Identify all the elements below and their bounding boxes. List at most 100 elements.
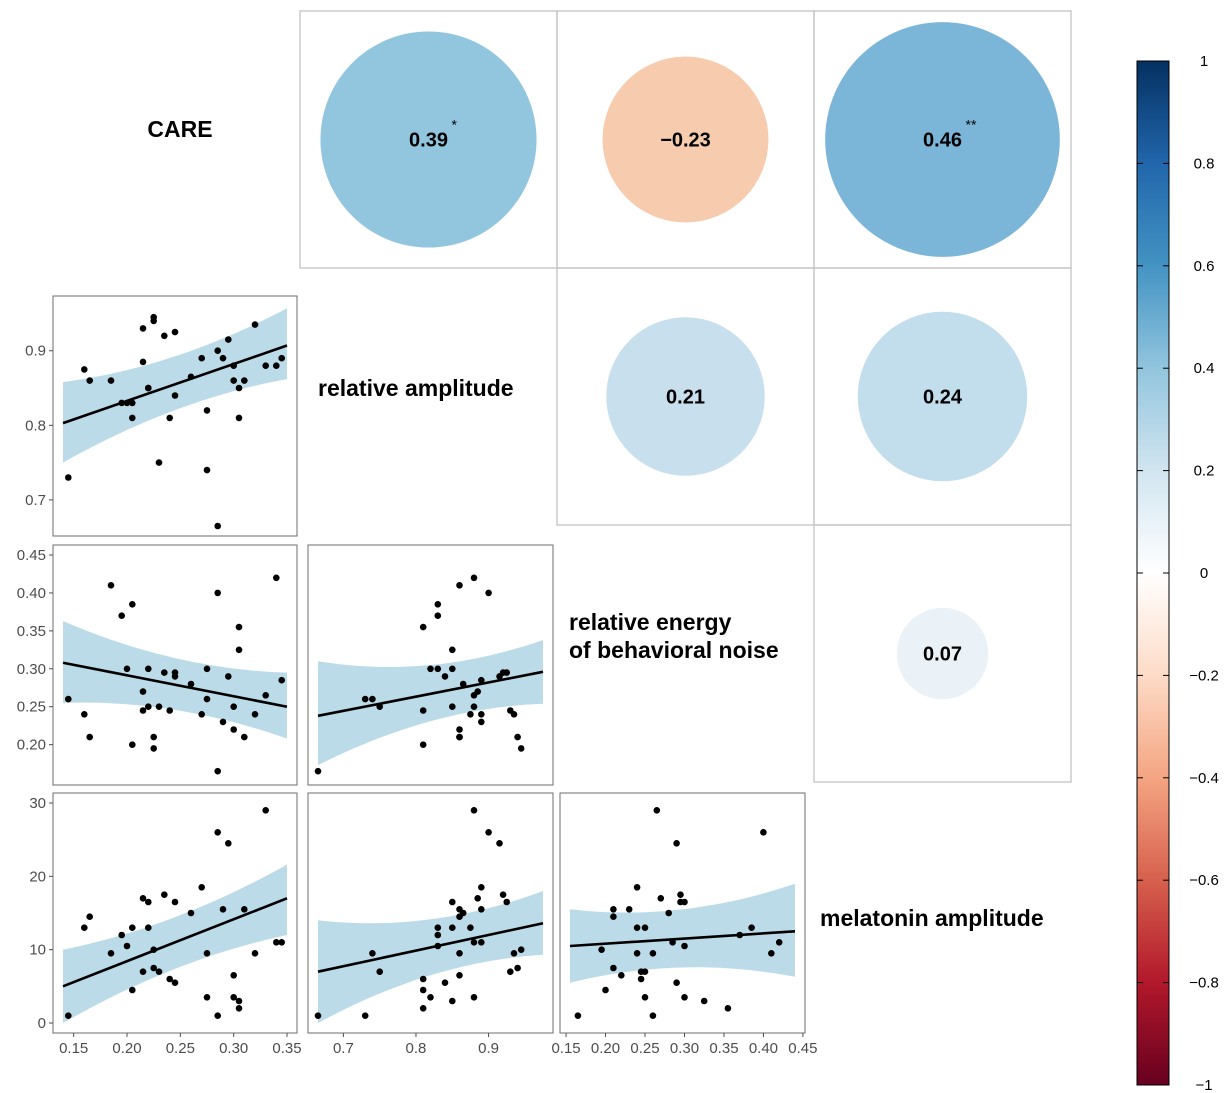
data-point <box>139 968 147 975</box>
data-point <box>155 459 163 466</box>
y-tick-label: 0.9 <box>25 343 46 360</box>
data-point <box>496 840 503 847</box>
data-point <box>219 354 227 362</box>
data-point <box>81 711 88 718</box>
y-tick-label: 0.7 <box>25 492 46 509</box>
scatter-panel: 0.7 0.8 0.9 <box>25 295 298 537</box>
data-point <box>65 695 72 703</box>
correlation-cell: 0.21 <box>556 267 815 526</box>
correlation-circle <box>896 607 989 700</box>
data-point <box>456 913 463 920</box>
panel-plot-area <box>314 574 544 775</box>
variable-label: relative energy of behavioral noise <box>569 609 779 663</box>
correlation-value: 0.07 <box>923 644 962 666</box>
data-point <box>203 466 211 474</box>
significance-stars: * <box>452 117 458 133</box>
y-tick-label: 0.30 <box>17 661 46 678</box>
data-point <box>470 807 478 814</box>
confidence-band <box>570 883 795 983</box>
data-point <box>219 718 227 726</box>
data-point <box>251 321 259 328</box>
data-point <box>278 676 286 684</box>
data-point <box>434 601 442 608</box>
data-point <box>118 612 125 619</box>
panel-border <box>307 792 554 1034</box>
panel-border <box>307 544 554 786</box>
y-tick-label: 0.35 <box>17 623 46 640</box>
data-point <box>434 612 442 619</box>
data-point <box>449 997 456 1005</box>
correlation-value: −0.23 <box>660 130 711 152</box>
data-point <box>123 942 131 950</box>
panel-border <box>52 295 298 537</box>
data-point <box>456 726 463 733</box>
correlation-circle <box>825 22 1060 257</box>
panel-border <box>52 544 298 786</box>
data-point <box>129 741 136 748</box>
data-point <box>166 975 173 983</box>
colorbar-tick-label: 0.4 <box>1194 360 1215 377</box>
data-point <box>273 362 280 370</box>
data-point <box>748 924 755 931</box>
x-tick-label: 0.40 <box>749 1040 778 1057</box>
data-point <box>376 968 384 975</box>
data-point <box>478 711 485 718</box>
colorbar-tick-label: −0.6 <box>1189 872 1219 889</box>
panel-border <box>52 792 298 1034</box>
variable-label-line: of behavioral noise <box>569 637 779 663</box>
x-tick-label: 0.15 <box>59 1040 88 1057</box>
colorbar-tick-label: −1 <box>1195 1077 1212 1093</box>
data-point <box>449 898 456 906</box>
data-point <box>171 392 179 399</box>
data-point <box>314 767 322 775</box>
data-point <box>456 972 463 979</box>
y-tick-label: 0.45 <box>17 547 46 564</box>
data-point <box>86 913 93 920</box>
data-point <box>419 623 427 631</box>
scatter-panel: 0 10 20 30 0.15 0.20 0.25 0.30 0.35 <box>29 792 302 1057</box>
data-point <box>434 931 442 939</box>
data-point <box>618 972 625 979</box>
data-point <box>235 646 243 654</box>
data-point <box>598 946 605 953</box>
variable-label-line: melatonin amplitude <box>820 905 1044 931</box>
data-point <box>673 979 680 986</box>
data-point <box>361 1012 369 1019</box>
correlation-circle <box>602 56 769 223</box>
data-point <box>478 906 485 913</box>
data-point <box>441 979 449 986</box>
data-point <box>478 676 485 684</box>
data-point <box>633 884 641 891</box>
data-point <box>155 968 163 975</box>
data-point <box>456 950 463 957</box>
scatter-panel <box>307 544 554 786</box>
data-point <box>775 939 783 946</box>
data-point <box>150 317 157 325</box>
data-point <box>314 1012 322 1019</box>
data-point <box>441 673 449 680</box>
data-point <box>171 328 179 336</box>
panel-plot-area <box>569 807 796 1019</box>
y-tick-label: 10 <box>29 942 46 959</box>
data-point <box>574 1012 582 1019</box>
data-point <box>86 377 93 384</box>
data-point <box>161 332 168 340</box>
data-point <box>230 972 237 979</box>
data-point <box>470 574 478 582</box>
data-point <box>171 979 179 986</box>
data-point <box>514 964 521 972</box>
y-tick-label: 30 <box>29 795 46 812</box>
data-point <box>129 601 136 608</box>
data-point <box>449 924 456 931</box>
x-tick-label: 0.35 <box>272 1040 301 1057</box>
data-point <box>203 950 211 957</box>
data-point <box>514 733 521 741</box>
data-point <box>139 707 147 714</box>
data-point <box>129 924 136 931</box>
data-point <box>65 1012 72 1019</box>
correlation-circle <box>857 311 1028 482</box>
variable-label: melatonin amplitude <box>820 905 1044 931</box>
data-point <box>700 997 708 1005</box>
data-point <box>665 909 672 917</box>
confidence-band <box>318 640 543 766</box>
